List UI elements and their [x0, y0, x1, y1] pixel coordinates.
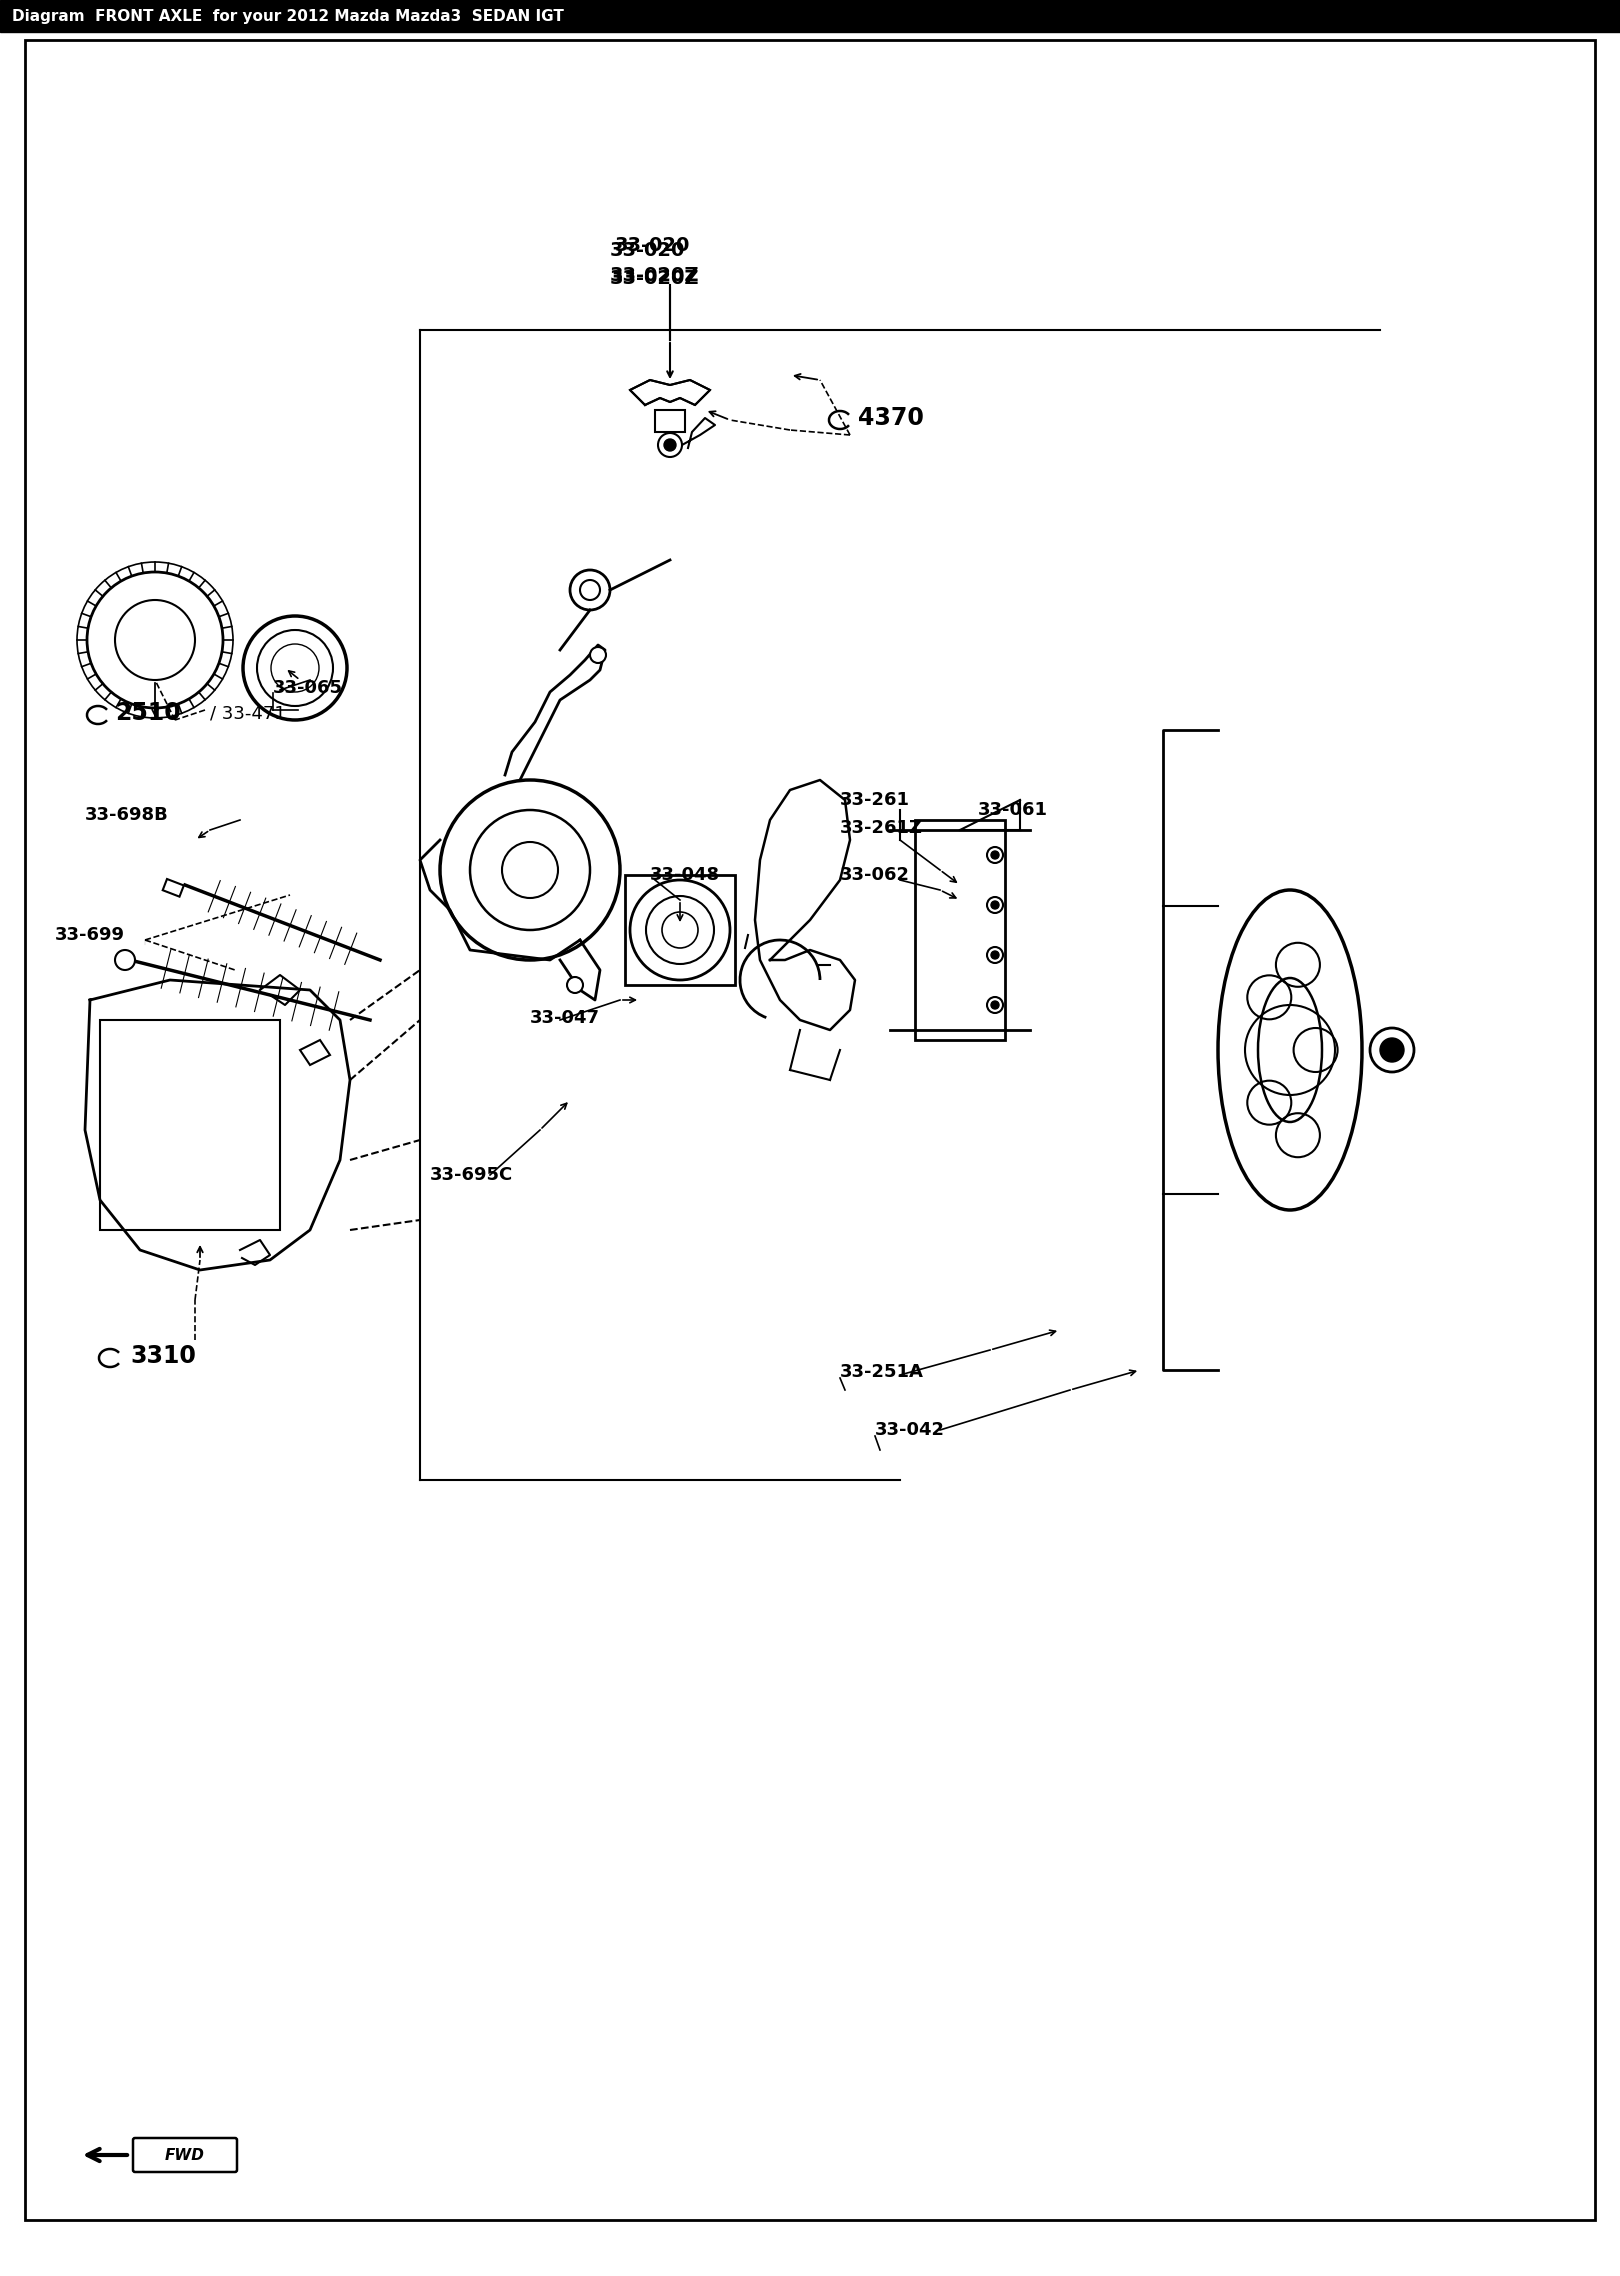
Circle shape [987, 847, 1003, 863]
Circle shape [1371, 1029, 1414, 1072]
Circle shape [991, 901, 1000, 908]
Bar [100, 1020, 280, 1229]
Text: 33-020: 33-020 [616, 234, 690, 255]
Text: 2510: 2510 [115, 701, 181, 726]
Text: 33-065: 33-065 [274, 678, 343, 696]
Text: 33-698B: 33-698B [84, 806, 168, 824]
Text: 4370: 4370 [859, 405, 923, 430]
Text: 33-699: 33-699 [55, 926, 125, 945]
Circle shape [115, 949, 134, 970]
Circle shape [987, 947, 1003, 963]
Text: 33-261Z: 33-261Z [841, 819, 923, 838]
Bar [0, 0, 1620, 32]
Text: 33-020: 33-020 [611, 241, 685, 259]
Polygon shape [630, 380, 710, 405]
Circle shape [991, 851, 1000, 858]
Circle shape [664, 439, 676, 451]
Text: 33-061: 33-061 [978, 801, 1048, 819]
Text: 33-020Z: 33-020Z [611, 266, 700, 284]
Text: Diagram  FRONT AXLE  for your 2012 Mazda Mazda3  SEDAN IGT: Diagram FRONT AXLE for your 2012 Mazda M… [11, 9, 564, 23]
Text: FWD: FWD [165, 2149, 206, 2162]
Text: / 33-471: / 33-471 [211, 703, 285, 721]
Bar [654, 410, 685, 432]
Bar [162, 879, 183, 897]
Circle shape [991, 951, 1000, 958]
Circle shape [991, 1001, 1000, 1008]
Text: 33-251A: 33-251A [841, 1363, 923, 1382]
Circle shape [987, 897, 1003, 913]
Circle shape [1380, 1038, 1405, 1063]
Circle shape [987, 997, 1003, 1013]
Circle shape [590, 646, 606, 662]
Text: 33-062: 33-062 [841, 865, 910, 883]
Text: 33-042: 33-042 [875, 1420, 944, 1438]
Text: 3310: 3310 [130, 1345, 196, 1368]
Polygon shape [300, 1040, 330, 1065]
Circle shape [567, 976, 583, 992]
Text: 33-261: 33-261 [841, 792, 910, 808]
Bar [625, 874, 735, 986]
Text: 33-047: 33-047 [530, 1008, 599, 1026]
Bar [915, 819, 1004, 1040]
Circle shape [658, 432, 682, 457]
Text: 33-695C: 33-695C [429, 1165, 514, 1184]
Text: 33-020Z: 33-020Z [611, 269, 700, 287]
Text: 33-048: 33-048 [650, 865, 721, 883]
